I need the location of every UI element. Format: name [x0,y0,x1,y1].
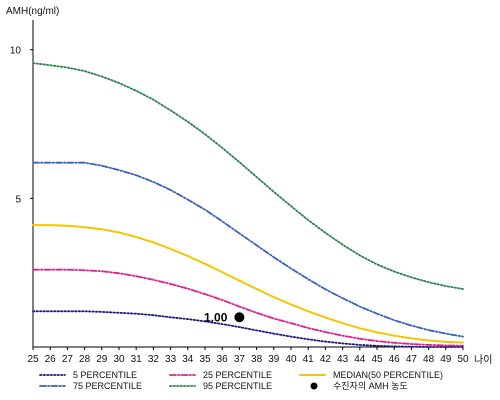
legend-label: MEDIAN(50 PERCENTILE) [333,370,443,380]
x-tick-label: 40 [285,354,297,365]
x-tick-label: 35 [199,354,211,365]
series-layer [32,62,464,348]
x-tick-label: 27 [62,354,74,365]
x-tick-label: 39 [268,354,280,365]
legend-label: 95 PERCENTILE [203,381,272,391]
legend-label: 수진자의 AMH 농도 [333,381,408,391]
x-tick-label: 31 [131,354,143,365]
series-line [32,310,464,348]
x-tick-label: 48 [423,354,435,365]
x-axis-title: 나이 [474,354,492,366]
y-tick-label: 10 [10,46,22,57]
x-tick-label: 42 [320,354,332,365]
legend-point-marker [310,382,318,390]
x-tick-label: 28 [79,354,91,365]
legend-label: 25 PERCENTILE [203,370,272,380]
x-tick-label: 29 [96,354,108,365]
legend-label: 75 PERCENTILE [73,381,142,391]
x-tick-label: 26 [45,354,57,365]
x-tick-label: 45 [371,354,383,365]
x-tick-label: 43 [337,354,349,365]
x-tick-label: 47 [406,354,418,365]
x-tick-label: 46 [389,354,401,365]
x-tick-label: 32 [148,354,160,365]
x-tick-label: 37 [234,354,246,365]
x-tick-label: 33 [165,354,177,365]
axes: 25 26 27 28 29 30 31 32 33 34 35 36 37 38 39 40 41 42 43 44… [6,6,492,366]
x-tick-label: 41 [303,354,315,365]
x-tick-label: 49 [440,354,452,365]
series-line [32,62,464,290]
series-line [32,268,464,347]
series-line [32,224,464,344]
x-tick-label: 30 [113,354,125,365]
x-tick-label: 25 [27,354,39,365]
x-tick-label: 50 [457,354,469,365]
y-axis-title: AMH(ng/ml) [6,6,59,17]
x-tick-label: 36 [217,354,229,365]
x-tick-label: 34 [182,354,194,365]
series-line [32,161,464,338]
y-tick-label: 5 [15,194,21,205]
legend-label: 5 PERCENTILE [73,370,137,380]
x-tick-label: 44 [354,354,366,365]
patient-amh-value-label: 1.00 [204,310,228,324]
patient-point-layer: 1.00 [204,310,245,324]
patient-amh-point [234,312,245,323]
x-tick-label: 38 [251,354,263,365]
legend: 5 PERCENTILE 25 PERCENTILE MEDIAN(50 PERCE… [39,370,443,391]
